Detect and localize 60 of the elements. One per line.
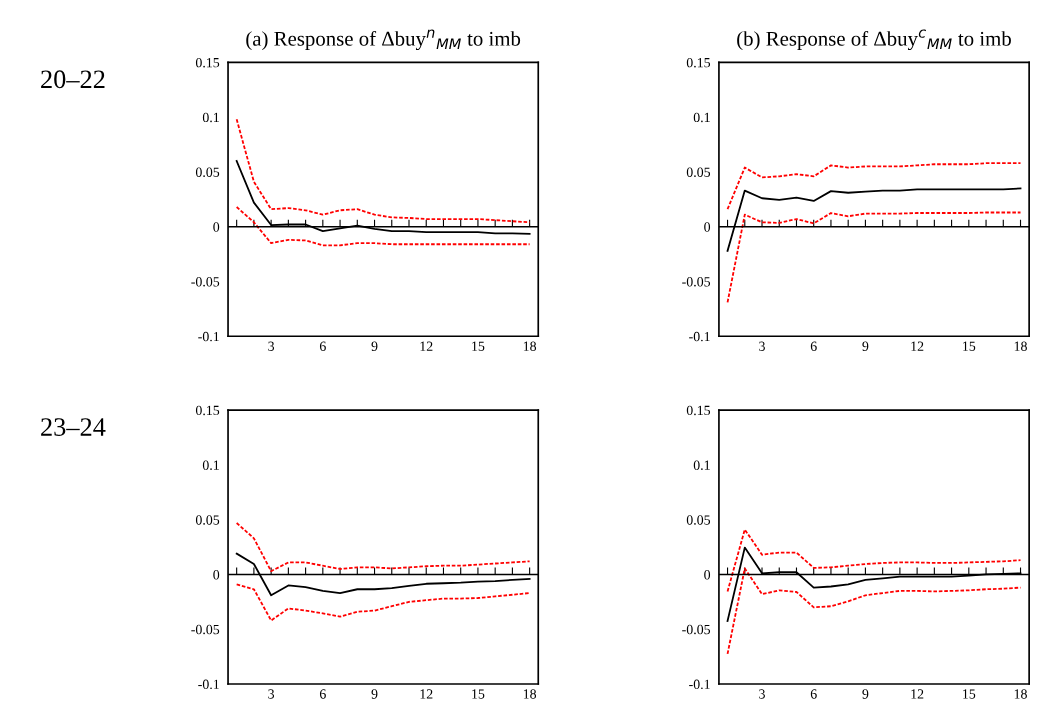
text: 23–24 (41, 418, 106, 436)
x-tick-label: 12 (420, 341, 433, 351)
line-series (726, 567, 1022, 655)
y-tick-label: 0.1 (693, 460, 710, 470)
x-tick-label: 9 (371, 689, 378, 699)
line-series (235, 118, 531, 224)
y-tick-label: 0 (213, 222, 220, 232)
y-tick-label: 0.1 (693, 112, 710, 123)
x-tick-label: 6 (810, 341, 817, 351)
y-tick-label: -0.1 (689, 331, 710, 342)
y-tick-label: -0.05 (682, 624, 711, 635)
y-tick-label: 0.05 (195, 515, 220, 525)
line-series (726, 162, 1022, 211)
x-tick-label: 9 (862, 689, 869, 699)
y-tick-label: 0 (704, 570, 711, 580)
y-tick-label: 0 (704, 222, 711, 232)
y-tick-label: 0.05 (195, 167, 220, 177)
chart-title: (b) Response of Δbuy$^{c}$$_{MM}$ to imb (737, 29, 1011, 51)
line-series (235, 206, 531, 247)
x-tick-label: 15 (472, 341, 485, 351)
x-tick-label: 18 (523, 689, 537, 699)
line-series (726, 211, 1022, 304)
y-tick-label: 0.1 (202, 460, 219, 470)
y-tick-label: -0.1 (689, 679, 710, 690)
x-tick-label: 3 (268, 689, 275, 699)
x-tick-label: 9 (862, 341, 869, 351)
y-tick-label: -0.1 (198, 679, 219, 690)
y-tick-label: 0.15 (195, 405, 220, 416)
line-series (726, 528, 1022, 593)
x-tick-label: 18 (523, 341, 537, 351)
y-tick-label: -0.05 (191, 277, 220, 287)
x-tick-label: 3 (268, 341, 275, 351)
y-tick-label: 0.15 (686, 57, 711, 68)
x-tick-label: 15 (963, 689, 976, 699)
chart-title: (a) Response of Δbuy$^{n}$$_{MM}$ to imb (246, 29, 521, 51)
y-tick-label: 0 (213, 570, 220, 580)
x-tick-label: 6 (319, 341, 326, 351)
x-tick-label: 12 (911, 689, 924, 699)
y-tick-label: -0.05 (682, 277, 711, 287)
y-tick-label: 0.05 (686, 515, 711, 525)
y-tick-label: -0.05 (191, 624, 220, 635)
y-tick-label: 0.1 (202, 112, 219, 123)
x-tick-label: 9 (371, 341, 378, 351)
x-tick-label: 6 (810, 689, 817, 699)
x-tick-label: 3 (759, 341, 765, 351)
x-tick-label: 12 (911, 341, 924, 351)
line-series (235, 583, 531, 622)
x-tick-label: 6 (319, 689, 326, 699)
x-tick-label: 15 (472, 689, 485, 699)
x-tick-label: 3 (759, 689, 765, 699)
y-tick-label: 0.15 (195, 57, 220, 68)
y-tick-label: -0.1 (198, 331, 219, 342)
y-tick-label: 0.15 (686, 405, 711, 416)
x-tick-label: 18 (1014, 689, 1027, 699)
x-tick-label: 12 (420, 689, 433, 699)
x-tick-label: 18 (1014, 341, 1027, 351)
line-series (235, 522, 531, 573)
y-tick-label: 0.05 (686, 167, 711, 177)
text: 20–22 (41, 70, 105, 89)
x-tick-label: 15 (963, 341, 976, 351)
